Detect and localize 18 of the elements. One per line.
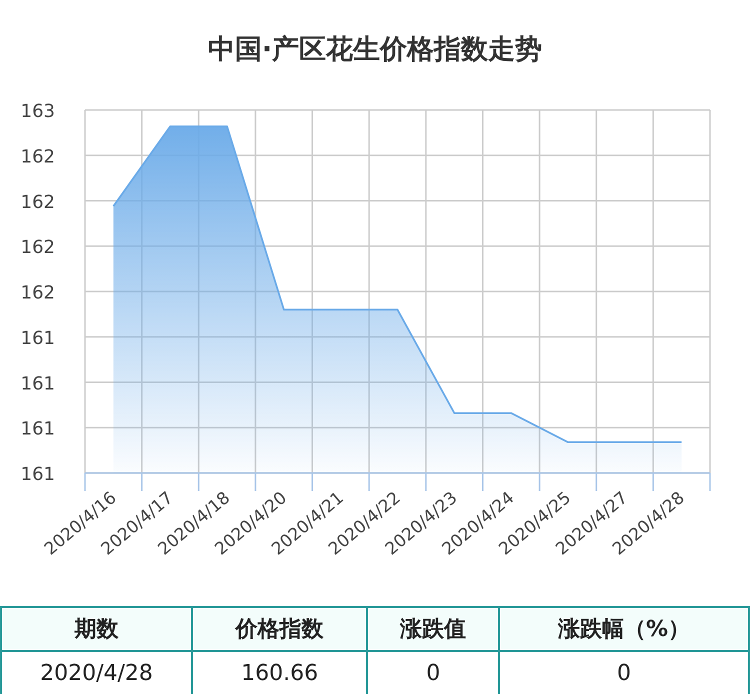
y-tick-label: 162 <box>20 282 55 304</box>
text: 价格指数 <box>192 607 368 651</box>
chart-title: 中国·产区花生价格指数走势 <box>208 34 542 65</box>
text: 涨跌值 <box>367 607 500 651</box>
y-tick-label: 161 <box>20 464 55 485</box>
text: 160.66 <box>192 651 368 694</box>
text: 2020/4/28 <box>1 651 192 694</box>
text: 涨跌幅（%） <box>499 607 749 651</box>
text: 0 <box>499 651 749 694</box>
text: 0 <box>367 651 500 694</box>
y-tick-label: 162 <box>20 146 55 168</box>
y-tick-label: 161 <box>20 328 55 349</box>
y-tick-label: 162 <box>20 192 55 213</box>
text: 期数 <box>1 607 192 651</box>
y-tick-label: 162 <box>20 237 55 258</box>
y-tick-label: 161 <box>20 418 55 440</box>
y-tick-label: 163 <box>20 101 55 122</box>
y-tick-label: 161 <box>20 373 55 394</box>
